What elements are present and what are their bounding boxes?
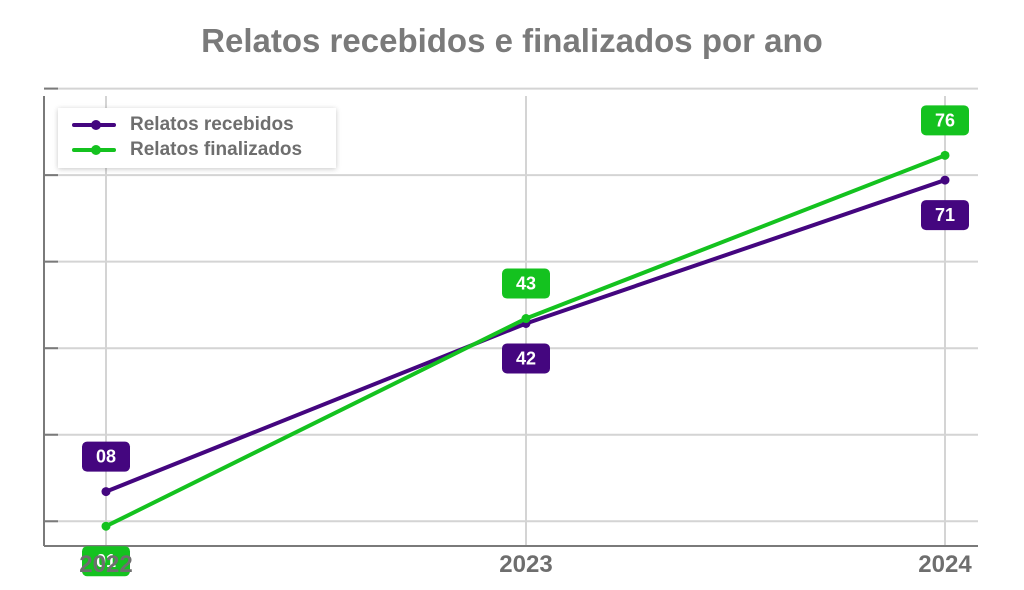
data-label-text-1-1: 43 <box>516 274 536 294</box>
data-labels: 08 42 71 01 43 76 <box>82 105 969 577</box>
chart-title: Relatos recebidos e finalizados por ano <box>201 22 823 59</box>
data-point-1-2 <box>940 150 950 160</box>
data-point-1-0 <box>101 521 111 531</box>
x-tick-label-2023: 2023 <box>499 551 552 578</box>
data-label-box-1-1 <box>502 268 550 299</box>
legend-label-recebidos: Relatos recebidos <box>130 114 294 135</box>
data-label-box-0-0 <box>82 441 130 472</box>
data-point-0-0 <box>101 487 111 497</box>
legend-swatch-recebidos <box>72 120 116 130</box>
data-label-0-1: 42 <box>502 343 550 374</box>
data-label-0-2: 71 <box>921 200 969 231</box>
data-label-1-0: 01 <box>82 546 130 577</box>
data-label-box-0-1 <box>502 343 550 374</box>
data-label-text-0-2: 71 <box>935 205 955 225</box>
data-label-box-1-2 <box>921 105 969 136</box>
legend-entry-finalizados: Relatos finalizados <box>72 138 302 162</box>
data-label-0-0: 08 <box>82 441 130 472</box>
data-label-box-1-0 <box>82 546 130 577</box>
x-tick-label-2024: 2024 <box>918 551 972 578</box>
data-label-text-0-0: 08 <box>96 447 116 467</box>
data-label-text-0-1: 42 <box>516 348 536 368</box>
data-label-box-0-2 <box>921 200 969 231</box>
axes <box>43 96 978 547</box>
legend-swatch-finalizados <box>72 145 116 155</box>
legend: Relatos recebidos Relatos finalizados <box>58 108 336 168</box>
data-point-0-2 <box>940 175 950 185</box>
data-label-text-1-0: 01 <box>96 551 116 571</box>
series-lines <box>101 150 950 531</box>
data-label-text-1-2: 76 <box>935 110 955 130</box>
legend-entry-recebidos: Relatos recebidos <box>72 113 294 137</box>
data-point-1-1 <box>521 314 531 324</box>
x-tick-labels: 2022 2023 2024 <box>79 551 972 578</box>
data-label-1-2: 76 <box>921 105 969 136</box>
data-label-1-1: 43 <box>502 268 550 299</box>
legend-label-finalizados: Relatos finalizados <box>130 139 303 160</box>
x-tick-label-2022: 2022 <box>79 551 132 578</box>
